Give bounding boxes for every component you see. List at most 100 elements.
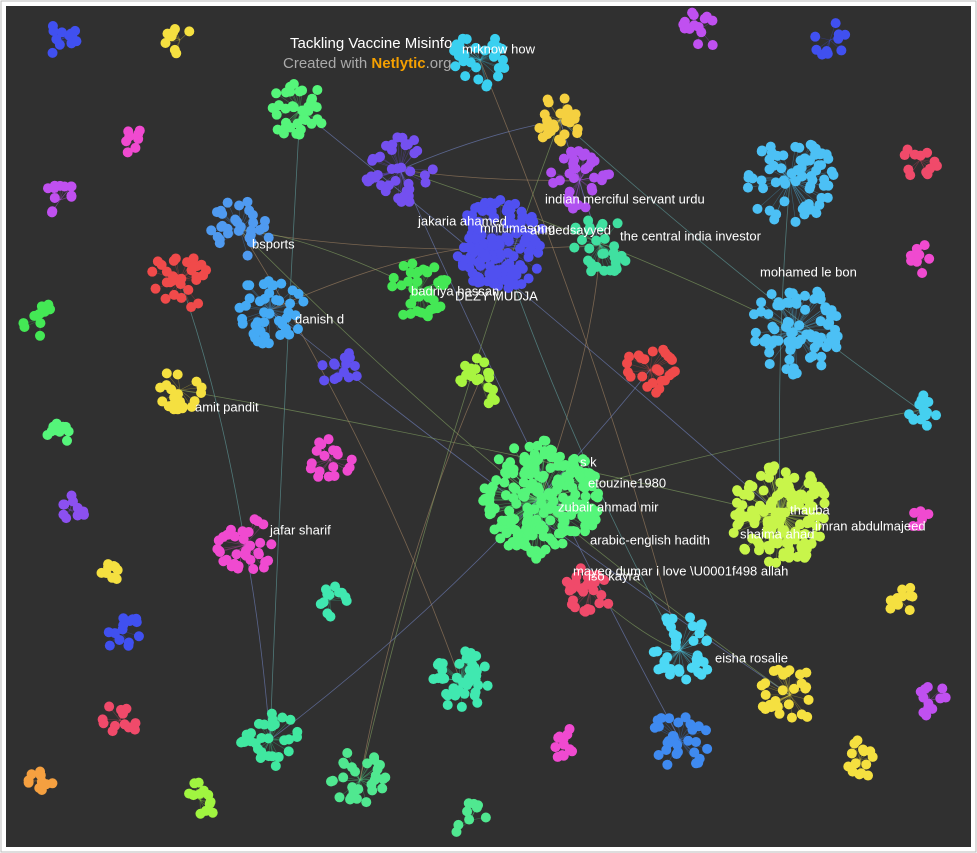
node bbox=[420, 177, 431, 188]
node bbox=[764, 347, 775, 358]
node bbox=[405, 267, 416, 278]
node bbox=[667, 731, 678, 742]
node bbox=[470, 42, 481, 53]
node bbox=[414, 291, 425, 302]
node bbox=[586, 258, 597, 269]
node bbox=[789, 683, 800, 694]
node bbox=[750, 336, 761, 347]
node bbox=[809, 293, 820, 304]
node bbox=[591, 235, 602, 246]
node bbox=[51, 425, 62, 436]
node bbox=[259, 317, 270, 328]
node bbox=[707, 15, 718, 26]
node bbox=[688, 635, 699, 646]
node bbox=[329, 358, 340, 369]
node bbox=[499, 477, 510, 488]
node bbox=[214, 234, 225, 245]
node bbox=[503, 236, 514, 247]
node bbox=[398, 309, 409, 320]
node bbox=[922, 682, 933, 693]
node bbox=[242, 196, 253, 207]
node bbox=[836, 45, 847, 56]
node bbox=[455, 375, 466, 386]
edge bbox=[794, 329, 822, 357]
node bbox=[924, 163, 935, 174]
node bbox=[534, 122, 545, 133]
node bbox=[319, 375, 330, 386]
node bbox=[479, 357, 490, 368]
node bbox=[495, 195, 506, 206]
node bbox=[184, 26, 195, 37]
node-label: s k bbox=[580, 454, 597, 469]
node bbox=[211, 207, 222, 218]
node bbox=[596, 589, 607, 600]
node bbox=[66, 28, 77, 39]
node bbox=[328, 461, 339, 472]
node bbox=[457, 33, 468, 44]
node bbox=[570, 222, 581, 233]
node bbox=[684, 23, 695, 34]
node bbox=[795, 155, 806, 166]
node bbox=[297, 85, 308, 96]
node bbox=[662, 759, 673, 770]
node bbox=[472, 273, 483, 284]
node bbox=[398, 260, 409, 271]
node bbox=[828, 170, 839, 181]
node bbox=[123, 126, 134, 137]
node bbox=[583, 569, 594, 580]
node bbox=[48, 25, 59, 36]
node bbox=[545, 515, 556, 526]
node bbox=[522, 459, 533, 470]
node bbox=[130, 718, 141, 729]
node bbox=[423, 286, 434, 297]
node bbox=[160, 293, 171, 304]
edge bbox=[359, 379, 481, 781]
node bbox=[805, 471, 816, 482]
node bbox=[779, 196, 790, 207]
node bbox=[683, 735, 694, 746]
node bbox=[777, 685, 788, 696]
node bbox=[551, 477, 562, 488]
node bbox=[450, 690, 461, 701]
node bbox=[940, 692, 951, 703]
node bbox=[472, 800, 483, 811]
node bbox=[458, 677, 469, 688]
node bbox=[603, 598, 614, 609]
node bbox=[124, 615, 135, 626]
node bbox=[479, 45, 490, 56]
node bbox=[271, 295, 282, 306]
node bbox=[255, 752, 266, 763]
node bbox=[439, 275, 450, 286]
node bbox=[330, 581, 341, 592]
node bbox=[133, 129, 144, 140]
node bbox=[756, 297, 767, 308]
node bbox=[339, 758, 350, 769]
node bbox=[252, 336, 263, 347]
node bbox=[488, 51, 499, 62]
node bbox=[350, 766, 361, 777]
node bbox=[258, 519, 269, 530]
node bbox=[916, 414, 927, 425]
node bbox=[590, 491, 601, 502]
node bbox=[680, 712, 691, 723]
node bbox=[620, 255, 631, 266]
node-label: jafar sharif bbox=[269, 522, 331, 537]
node bbox=[673, 664, 684, 675]
node-label: mayeo dumar i love \U0001f498 allah bbox=[573, 563, 788, 578]
node bbox=[472, 697, 483, 708]
node bbox=[183, 284, 194, 295]
node bbox=[740, 544, 751, 555]
node bbox=[502, 203, 513, 214]
node bbox=[104, 701, 115, 712]
node bbox=[29, 310, 40, 321]
node bbox=[505, 457, 516, 468]
node bbox=[188, 253, 199, 264]
node bbox=[249, 514, 260, 525]
node bbox=[818, 513, 829, 524]
node bbox=[222, 197, 233, 208]
node bbox=[463, 798, 474, 809]
node bbox=[531, 263, 542, 274]
node bbox=[464, 254, 475, 265]
node bbox=[133, 631, 144, 642]
node bbox=[406, 298, 417, 309]
